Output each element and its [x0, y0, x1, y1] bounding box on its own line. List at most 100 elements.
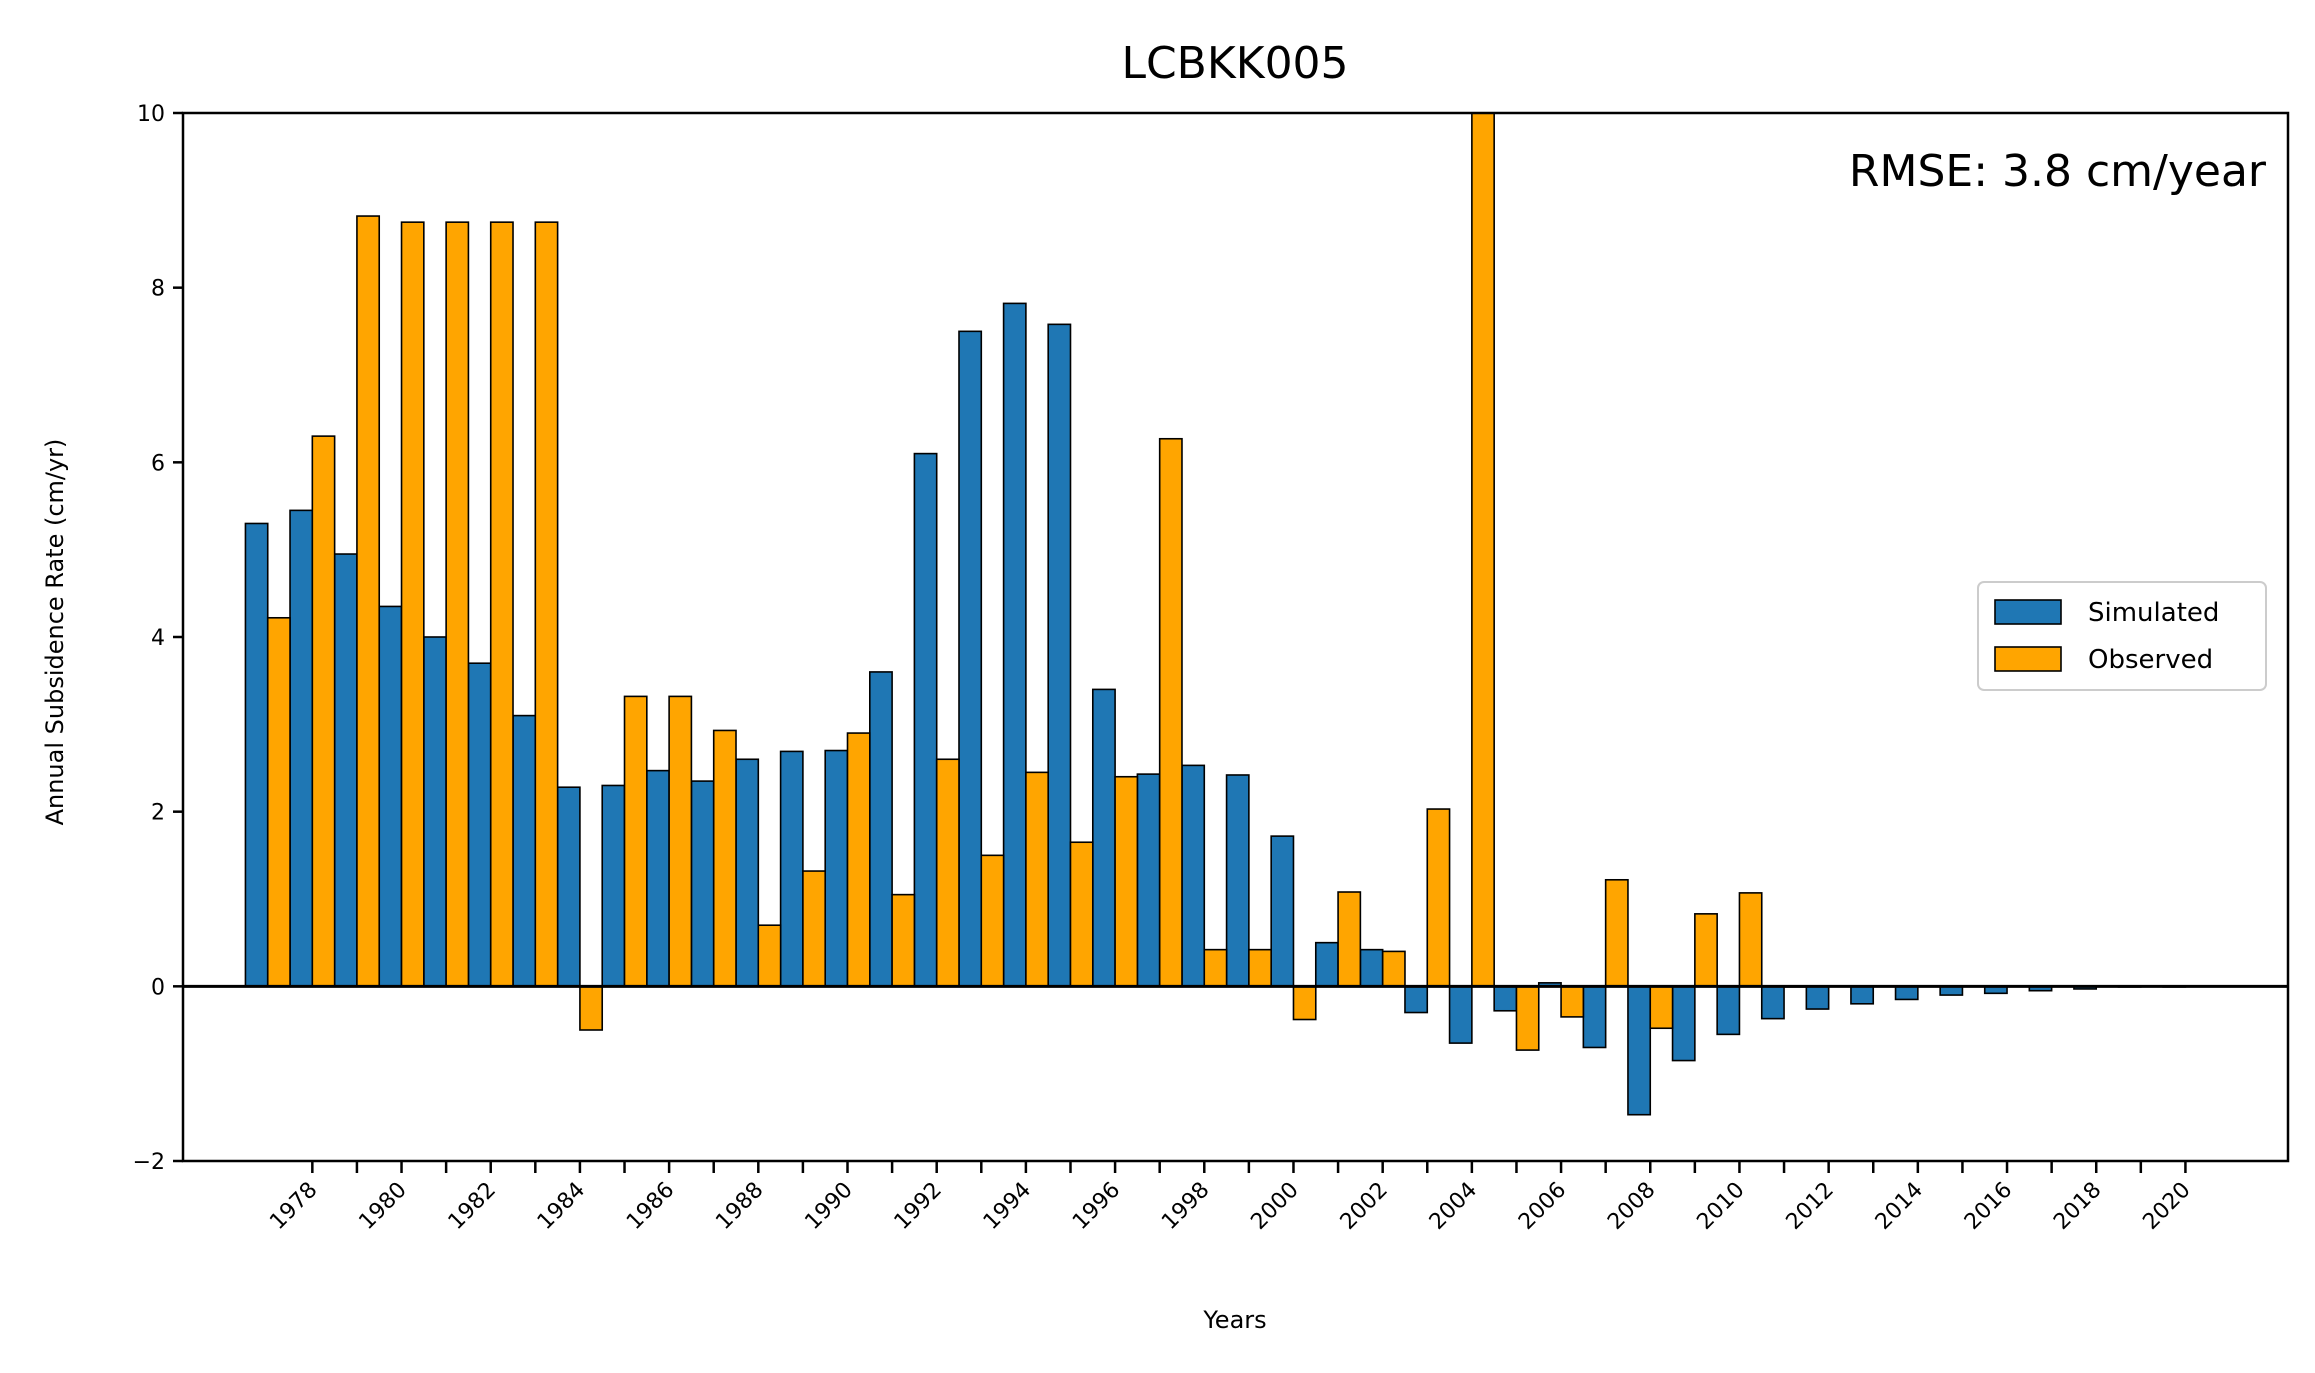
x-tick-label: 2014: [1871, 1178, 1928, 1235]
bar-observed-1997: [1158, 437, 1183, 988]
y-tick-label: 2: [151, 801, 165, 826]
bar-simulated-1989: [779, 750, 804, 988]
bar-observed-2001: [1337, 891, 1362, 988]
x-tick-label: 1980: [354, 1178, 411, 1235]
bar-simulated-1983: [512, 714, 537, 988]
x-tick-label: 2002: [1336, 1178, 1393, 1235]
bar-simulated-1995: [1047, 323, 1072, 988]
y-axis: −2 0 2 4 6 8 10: [133, 102, 183, 1175]
bar-observed-1986: [668, 695, 693, 988]
y-tick-label: 0: [151, 975, 165, 1000]
bar-observed-1995: [1069, 841, 1094, 988]
bar-observed-1990: [846, 732, 871, 988]
bar-observed-1985: [623, 695, 648, 988]
bar-simulated-1985: [601, 784, 626, 988]
bar-simulated-1997: [1136, 773, 1161, 988]
bar-observed-1989: [802, 870, 827, 988]
bar-simulated-1981: [423, 636, 447, 988]
bar-simulated-1977: [244, 522, 269, 988]
x-tick-label: 2012: [1782, 1178, 1839, 1235]
x-tick-label: 2006: [1514, 1178, 1571, 1235]
x-tick-label: 2016: [1960, 1178, 2017, 1235]
y-tick-label: 4: [151, 626, 165, 651]
bar-simulated-1980: [378, 605, 403, 988]
bar-observed-1994: [1025, 771, 1049, 988]
bar-simulated-1984: [556, 786, 581, 988]
x-tick-label: 2018: [2049, 1178, 2106, 1235]
bar-observed-1991: [891, 893, 916, 988]
bar-observed-1983: [534, 221, 559, 988]
x-tick-label: 1990: [800, 1178, 857, 1235]
bar-observed-1981: [445, 221, 470, 988]
bar-simulated-2002: [1359, 948, 1384, 988]
bar-simulated-2005: [1493, 985, 1518, 1012]
x-axis-label: Years: [1202, 1306, 1266, 1334]
bar-simulated-2000: [1270, 835, 1295, 988]
bar-simulated-1999: [1225, 774, 1250, 988]
bar-simulated-1992: [913, 452, 938, 988]
x-tick-label: 1982: [444, 1178, 501, 1235]
bar-observed-1980: [400, 221, 425, 988]
bar-observed-2000: [1292, 985, 1317, 1021]
bar-observed-1992: [935, 758, 960, 988]
bar-simulated-1994: [1002, 302, 1027, 988]
bar-simulated-1987: [690, 780, 715, 988]
bar-simulated-1998: [1181, 764, 1206, 988]
bar-observed-1996: [1114, 775, 1139, 988]
bar-observed-1977: [266, 616, 291, 988]
bar-observed-1987: [712, 729, 737, 988]
x-tick-label: 2000: [1246, 1178, 1303, 1235]
bar-observed-2007: [1604, 878, 1629, 988]
bar-observed-2010: [1738, 892, 1763, 988]
bar-simulated-2004: [1448, 985, 1473, 1044]
x-tick-label: 2020: [2138, 1178, 2195, 1235]
x-tick-label: 1978: [265, 1178, 322, 1235]
legend-swatch-simulated: [1994, 599, 2062, 625]
bar-simulated-1978: [289, 509, 314, 988]
bar-observed-2003: [1426, 808, 1451, 988]
rmse-annotation: RMSE: 3.8 cm/year: [1849, 146, 2267, 197]
x-axis: 1978 1980 1982 1984 1986 1988 1990 1992 1994 1996…: [265, 1161, 2196, 1235]
x-tick-label: 1998: [1157, 1178, 1214, 1235]
x-tick-label: 1986: [622, 1178, 679, 1235]
x-tick-label: 1984: [533, 1178, 590, 1235]
bar-simulated-1988: [735, 758, 760, 988]
x-tick-label: 2004: [1425, 1178, 1482, 1235]
bar-observed-1978: [311, 435, 336, 988]
bar-simulated-2012: [1805, 985, 1830, 1010]
legend-swatch-observed: [1994, 646, 2062, 672]
y-axis-label: Annual Subsidence Rate (cm/yr): [41, 439, 69, 826]
bar-observed-1982: [489, 221, 514, 988]
bar-observed-2005: [1515, 985, 1540, 1051]
bar-observed-1998: [1203, 948, 1228, 988]
bar-simulated-2013: [1850, 985, 1875, 1005]
bar-observed-1984: [579, 985, 604, 1031]
bar-observed-1993: [980, 854, 1005, 988]
bar-simulated-1982: [467, 662, 492, 988]
bar-observed-1988: [757, 924, 782, 988]
bar-observed-2002: [1381, 950, 1406, 988]
bar-observed-2009: [1694, 913, 1718, 988]
legend-label-simulated: Simulated: [2088, 598, 2219, 628]
bar-simulated-2011: [1760, 985, 1785, 1020]
bar-simulated-2003: [1404, 985, 1429, 1014]
bar-simulated-2001: [1314, 941, 1339, 988]
bar-simulated-2008: [1627, 985, 1652, 1116]
x-tick-label: 1996: [1068, 1178, 1125, 1235]
bar-observed-1979: [356, 215, 381, 988]
y-tick-label: 6: [151, 451, 165, 476]
bar-simulated-2010: [1716, 985, 1741, 1036]
bar-observed-2006: [1560, 985, 1585, 1018]
y-tick-label: 8: [151, 277, 165, 302]
x-tick-label: 2008: [1603, 1178, 1660, 1235]
bar-simulated-1996: [1091, 688, 1116, 988]
bar-simulated-1993: [958, 330, 983, 988]
x-tick-label: 2010: [1692, 1178, 1749, 1235]
bar-simulated-2014: [1894, 985, 1919, 1001]
bars-group: [244, 112, 2187, 1116]
legend: Simulated Observed: [1977, 581, 2267, 691]
bar-observed-2008: [1649, 985, 1674, 1030]
bar-simulated-2009: [1671, 985, 1696, 1062]
bar-simulated-1991: [869, 671, 893, 988]
